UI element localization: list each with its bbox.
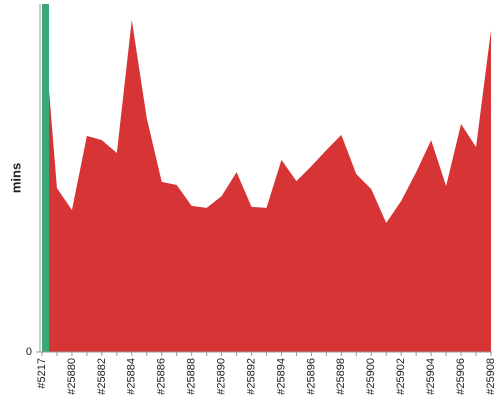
x-tick-label: #25906 [455, 358, 467, 395]
x-tick-label: #25880 [66, 358, 78, 395]
y-axis-label: mins [8, 163, 23, 193]
y-tick-label: 0 [26, 346, 32, 358]
x-tick-label: #25890 [216, 358, 228, 395]
x-tick-label: #25898 [335, 358, 347, 395]
x-tick-label: #25900 [365, 358, 377, 395]
x-tick-label: #25882 [96, 358, 108, 395]
x-tick-label: #25908 [485, 358, 497, 395]
x-tick-label: #25888 [186, 358, 198, 395]
area [42, 4, 491, 352]
x-tick-label: #5217 [36, 358, 48, 389]
x-tick-label: #25902 [395, 358, 407, 395]
x-tick-label: #25886 [156, 358, 168, 395]
x-tick-label: #25894 [275, 358, 287, 395]
x-tick-label: #25892 [245, 358, 257, 395]
x-tick-label: #25896 [305, 358, 317, 395]
x-tick-label: #25884 [126, 358, 138, 395]
x-tick-label: #25904 [425, 358, 437, 395]
bar [42, 4, 49, 352]
